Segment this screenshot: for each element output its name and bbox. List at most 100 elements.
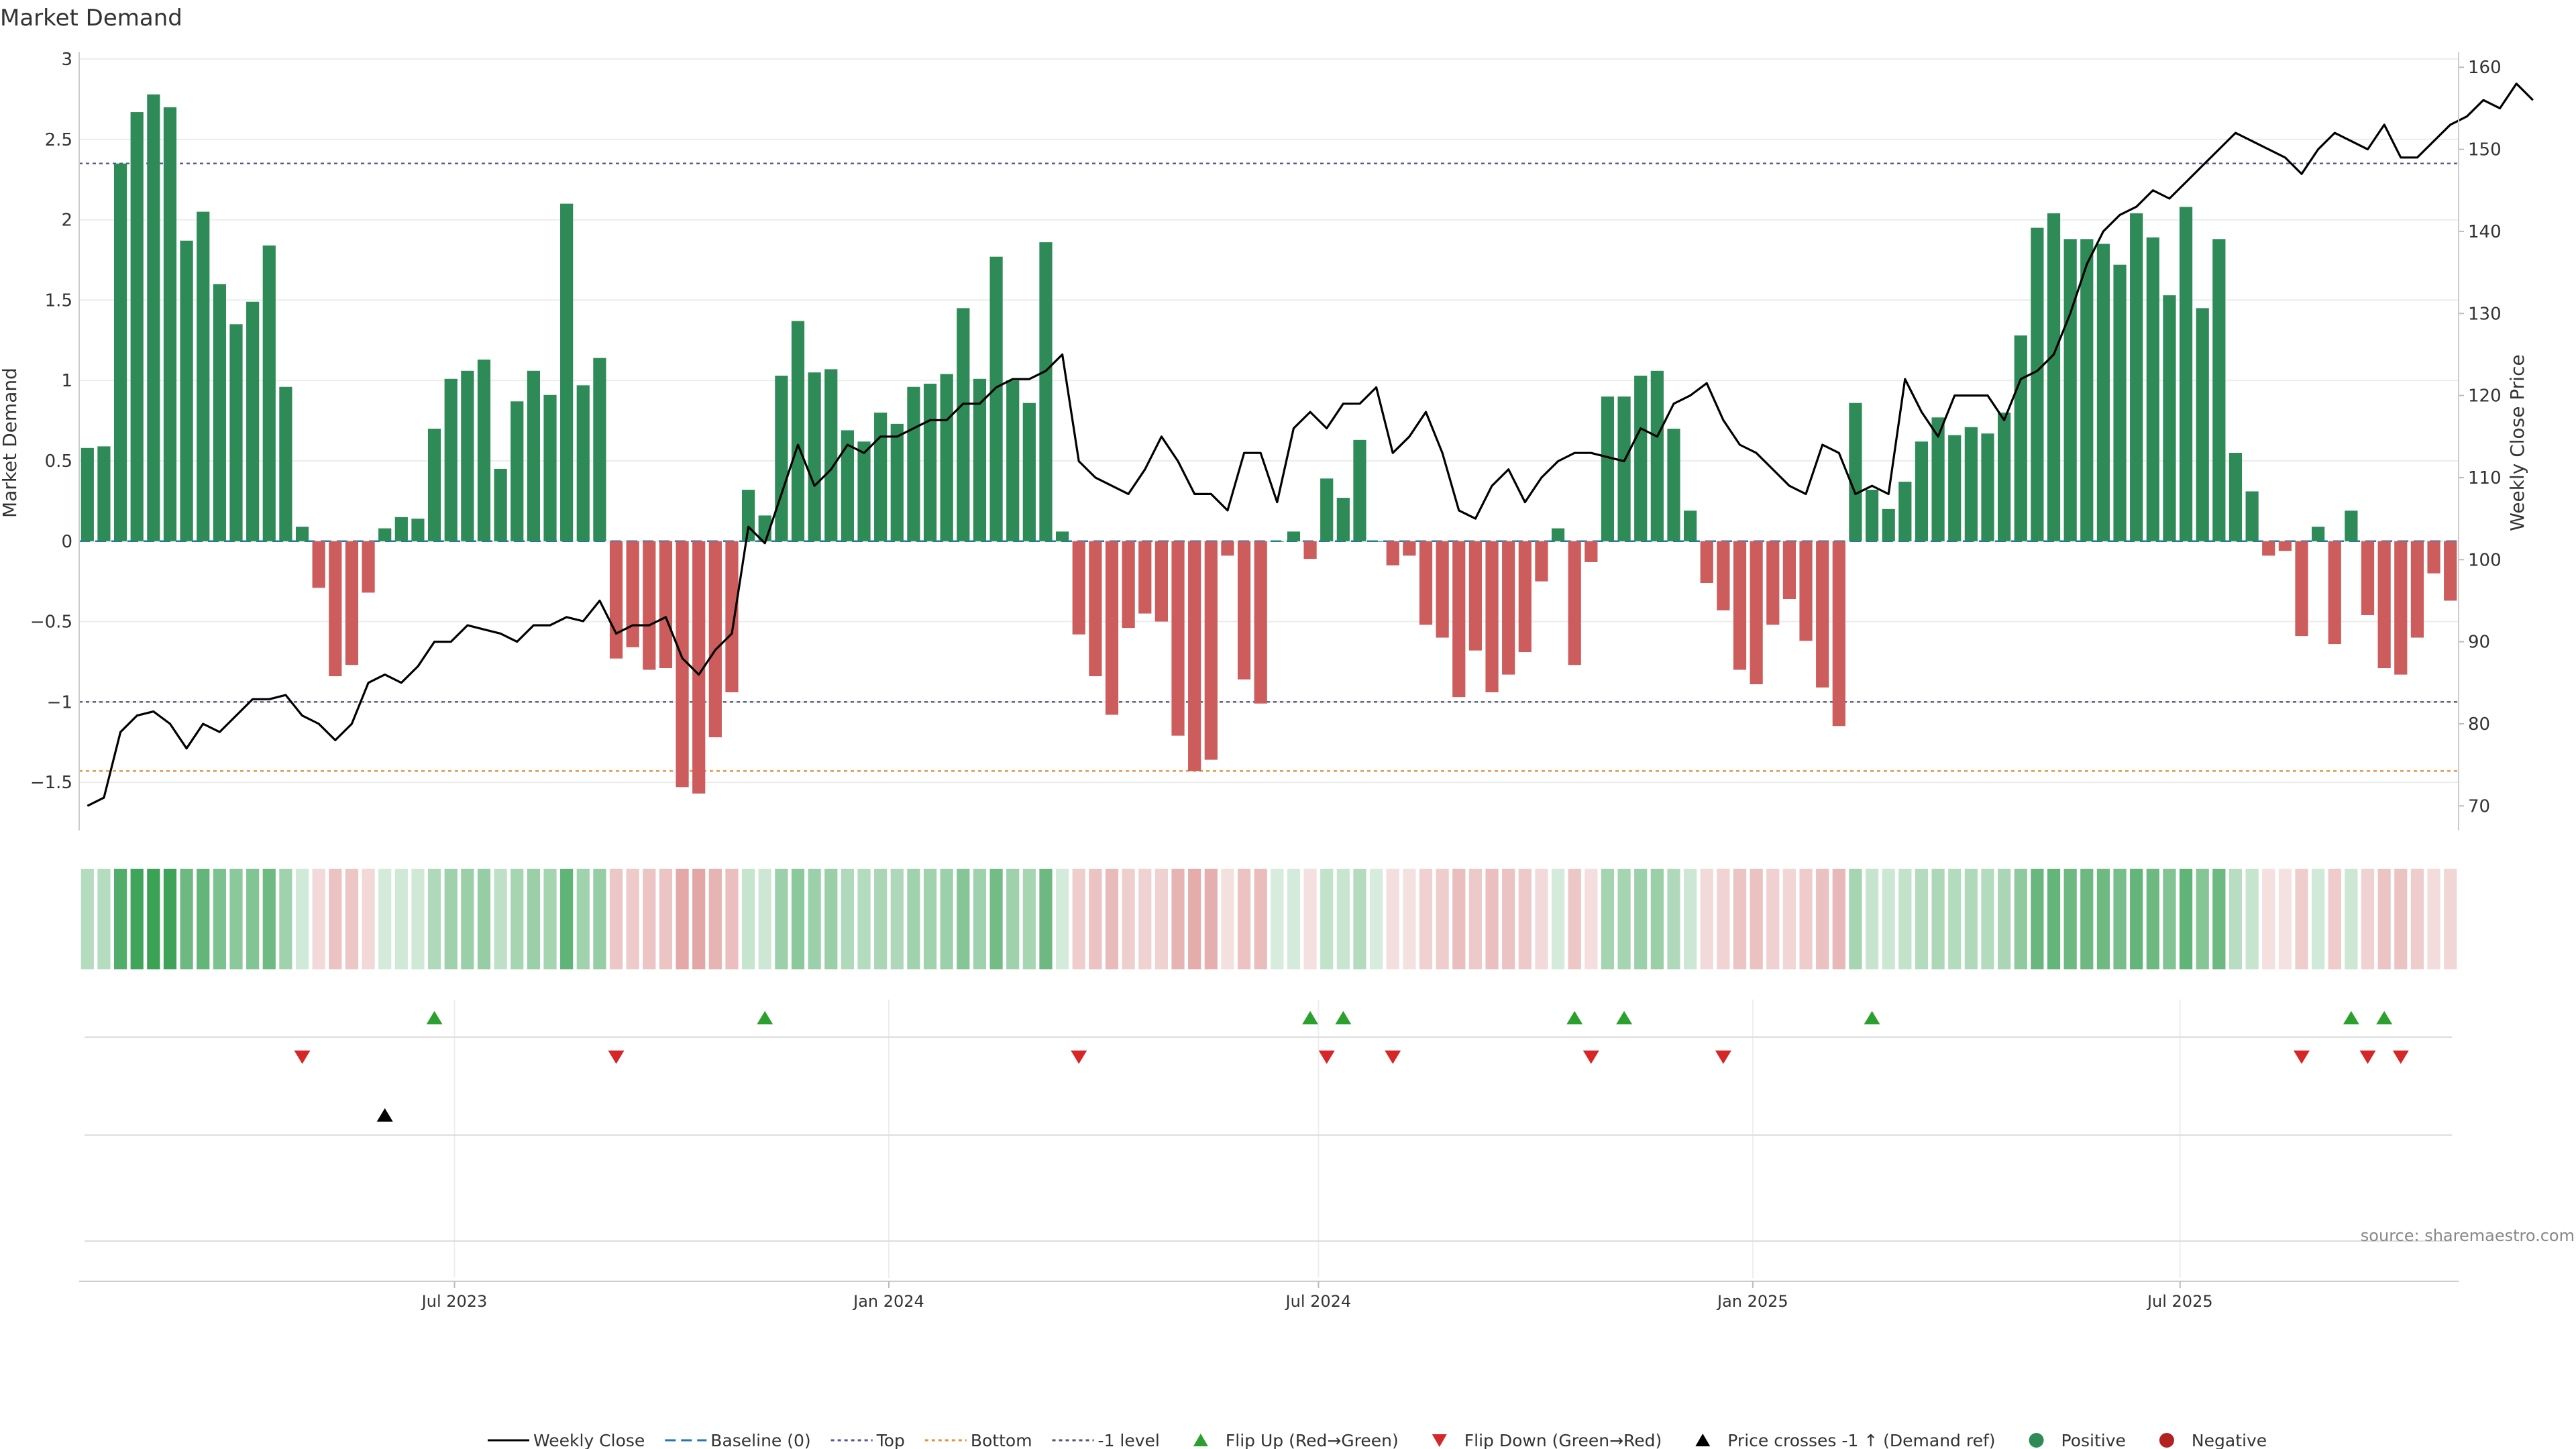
- demand-bar: [2031, 227, 2044, 541]
- demand-bar: [2427, 541, 2440, 574]
- heat-strip-cell: [329, 869, 342, 969]
- heat-strip-cell: [1568, 869, 1581, 969]
- flip-down-marker: [1071, 1051, 1087, 1064]
- demand-bar: [1039, 242, 1053, 541]
- heat-strip-cell: [1518, 869, 1532, 969]
- legend-label: Flip Down (Green→Red): [1464, 1431, 1662, 1449]
- heat-strip-cell: [378, 869, 392, 969]
- flip-down-marker: [2392, 1051, 2409, 1064]
- demand-bar: [180, 240, 193, 541]
- demand-bar: [1964, 427, 1978, 541]
- heat-strip-cell: [1320, 869, 1334, 969]
- demand-bar: [2229, 452, 2243, 541]
- demand-bar: [1998, 413, 2011, 541]
- demand-bar: [940, 374, 953, 541]
- demand-bar: [1601, 396, 1615, 541]
- heat-strip-cell: [262, 869, 276, 969]
- y-tick-label-right: 100: [2468, 550, 2502, 570]
- legend-label: Price crosses -1 ↑ (Demand ref): [1727, 1431, 1995, 1449]
- legend-item: Flip Up (Red→Green): [1193, 1431, 1399, 1449]
- heat-strip-cell: [1717, 869, 1730, 969]
- heat-strip-cell: [1287, 869, 1301, 969]
- heat-strip-cell: [1485, 869, 1499, 969]
- demand-bar: [1948, 435, 1962, 541]
- heat-strip-cell: [1155, 869, 1168, 969]
- flip-up-marker: [426, 1011, 443, 1024]
- demand-bar: [197, 211, 210, 541]
- demand-bar: [1336, 498, 1350, 541]
- heat-strip-cell: [626, 869, 639, 969]
- heat-strip-cell: [246, 869, 260, 969]
- demand-bar: [1849, 402, 1862, 541]
- heat-strip-cell: [2047, 869, 2061, 969]
- heat-strip-cell: [2130, 869, 2143, 969]
- heat-strip-cell: [874, 869, 888, 969]
- heat-strip-cell: [1138, 869, 1152, 969]
- demand-bar: [2080, 239, 2094, 541]
- legend-label: Weekly Close: [533, 1431, 645, 1449]
- legend-label: Top: [876, 1431, 905, 1449]
- demand-bar: [1568, 541, 1581, 665]
- demand-bar: [2245, 491, 2259, 541]
- heat-strip-cell: [1535, 869, 1548, 969]
- demand-bar: [213, 284, 226, 541]
- heat-strip-cell: [543, 869, 557, 969]
- y-tick-label-left: −1: [47, 692, 72, 712]
- demand-bar: [1403, 541, 1416, 556]
- demand-bar: [461, 370, 474, 541]
- y-tick-label-left: 0: [61, 532, 72, 552]
- heat-strip-cell: [1898, 869, 1912, 969]
- demand-bar: [1650, 370, 1664, 541]
- heat-strip-cell: [113, 869, 127, 969]
- y-axis-label-right: Weekly Close Price: [2506, 354, 2528, 531]
- heat-strip-cell: [1468, 869, 1483, 969]
- demand-bar: [2394, 541, 2408, 675]
- heat-strip-cell: [841, 869, 854, 969]
- heat-strip-cell: [527, 869, 540, 969]
- demand-bar: [1155, 541, 1168, 622]
- demand-bar: [824, 369, 838, 541]
- demand-bar: [1667, 429, 1680, 541]
- flip-up-marker: [2343, 1011, 2359, 1024]
- heat-strip-cell: [1849, 869, 1862, 969]
- y-tick-label-right: 160: [2468, 58, 2502, 78]
- heat-strip-cell: [2444, 869, 2457, 969]
- legend-item: Weekly Close: [488, 1431, 645, 1449]
- demand-bar: [1468, 541, 1483, 651]
- heat-strip-cell: [1585, 869, 1598, 969]
- y-tick-label-left: 1: [61, 371, 72, 391]
- heat-strip-cell: [2146, 869, 2159, 969]
- legend-label: Flip Up (Red→Green): [1226, 1431, 1399, 1449]
- demand-bar: [494, 468, 507, 541]
- demand-bar: [609, 541, 623, 659]
- heat-strip-cell: [2014, 869, 2027, 969]
- demand-bar: [312, 541, 325, 588]
- heat-strip-cell: [1948, 869, 1962, 969]
- heat-strip-cell: [2163, 869, 2176, 969]
- heat-strip-cell: [1386, 869, 1399, 969]
- heat-strip-cell: [725, 869, 739, 969]
- demand-bar: [808, 372, 821, 541]
- heat-strip-cell: [1998, 869, 2011, 969]
- heat-strip-cell: [2080, 869, 2094, 969]
- demand-bar: [1733, 541, 1747, 670]
- x-axis: Jul 2023 Jan 2024 Jul 2024 Jan 2025 Jul 2025: [421, 1281, 2213, 1311]
- demand-bar: [2410, 541, 2424, 638]
- heat-strip-cell: [312, 869, 325, 969]
- demand-bar: [1188, 541, 1201, 771]
- heat-strip-cell: [295, 869, 309, 969]
- demand-bar: [725, 541, 739, 692]
- legend-label: Bottom: [971, 1431, 1032, 1449]
- heat-strip-cell: [345, 869, 359, 969]
- legend-item: Bottom: [924, 1431, 1032, 1449]
- heat-strip-cell: [1782, 869, 1796, 969]
- heat-strip-cell: [2394, 869, 2408, 969]
- x-tick-label: Jul 2025: [2146, 1292, 2213, 1311]
- heat-strip-cell: [758, 869, 771, 969]
- y-tick-label-right: 90: [2468, 633, 2490, 653]
- grid: [79, 58, 2459, 1278]
- demand-bar: [1254, 541, 1267, 704]
- heat-strip-cell: [1799, 869, 1813, 969]
- demand-bar: [1882, 508, 1895, 541]
